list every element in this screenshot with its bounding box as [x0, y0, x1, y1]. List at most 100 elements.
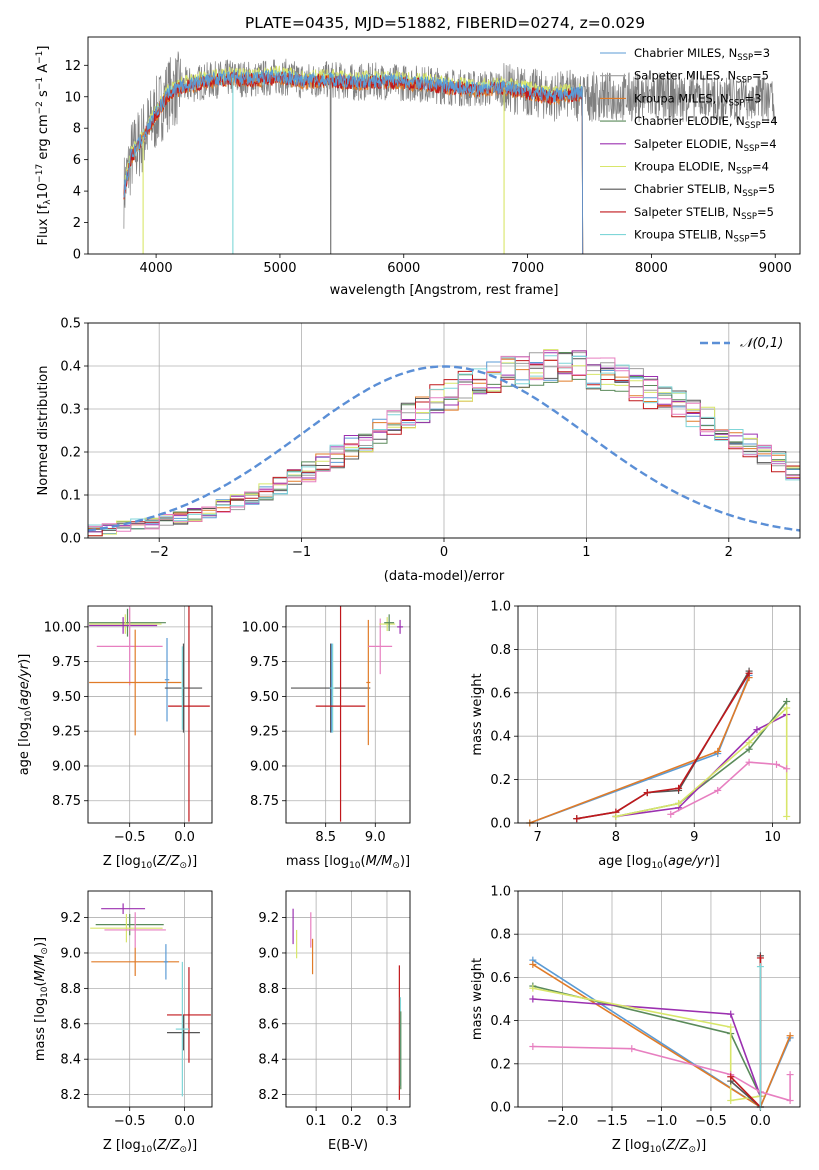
y-tick-label: 8.8	[258, 982, 279, 997]
legend-label: Salpeter ELODIE, NSSP=4	[634, 137, 777, 154]
x-tick-label: 0.3	[377, 1114, 398, 1129]
mass-weight-line	[532, 1045, 791, 1102]
axes-frame	[87, 890, 213, 1108]
x-tick-label: −1	[292, 545, 311, 560]
legend-label: Salpeter STELIB, NSSP=5	[634, 205, 774, 222]
y-tick-label: 0.4	[490, 730, 511, 745]
y-tick-label: 0.8	[490, 928, 511, 943]
y-tick-label: 9.25	[250, 725, 279, 740]
mass-vs-Z-axes: −0.5 0.0 8.2 8.4 8.6 8.8 9.0 9.2 Z [log10(Z/Z⊙)]…	[33, 890, 213, 1155]
y-tick-label: 9.00	[250, 759, 279, 774]
y-tick-label: 8.4	[258, 1053, 279, 1068]
x-tick-label: 10	[764, 830, 781, 845]
mass-weight-line	[529, 677, 750, 823]
x-tick-label: 0	[440, 545, 448, 560]
axes-frame	[87, 605, 213, 824]
y-tick-label: 0.0	[490, 817, 511, 832]
y-axis-label: mass weight	[470, 958, 485, 1040]
y-tick-label: 8.6	[258, 1017, 279, 1032]
spectrum-axes: 4000 5000 6000 7000 8000 9000 0 2 4 6 8 10 12 Chabrie…	[35, 36, 801, 298]
axes-frame	[285, 605, 411, 824]
mass-weight-line	[532, 963, 791, 1107]
y-tick-label: 9.75	[250, 655, 279, 670]
y-tick-label: 0.2	[490, 1057, 511, 1072]
x-tick-label: 9000	[759, 261, 792, 276]
x-tick-label: 1	[582, 545, 590, 560]
y-tick-label: 9.75	[52, 655, 81, 670]
axes-frame	[517, 605, 801, 824]
y-tick-label: 8.75	[52, 794, 81, 809]
y-tick-label: 8.4	[60, 1053, 81, 1068]
legend-label: Chabrier ELODIE, NSSP=4	[634, 114, 778, 131]
x-tick-label: 7	[533, 830, 541, 845]
axes-frame	[285, 890, 411, 1108]
y-tick-label: 0.1	[60, 489, 81, 504]
mass-weight-line	[529, 675, 750, 823]
x-tick-label: 5000	[263, 261, 296, 276]
mass-weight-line	[532, 985, 762, 1097]
spectrum-legend: Chabrier MILES, NSSP=3 Salpeter MILES, NS…	[600, 46, 778, 245]
y-tick-label: 6	[73, 153, 81, 168]
x-tick-label: −2.0	[547, 1114, 579, 1129]
axes-frame	[87, 36, 801, 255]
x-tick-label: −0.5	[114, 1114, 146, 1129]
mass-weight-line	[532, 987, 761, 1102]
x-tick-label: 6000	[387, 261, 420, 276]
x-axis-label: wavelength [Angstrom, rest frame]	[330, 283, 559, 298]
y-tick-label: 9.2	[258, 911, 279, 926]
y-tick-label: 0.5	[60, 317, 81, 332]
residual-histogram-line	[88, 355, 800, 530]
age-vs-mass-axes: 8.5 9.0 8.75 9.00 9.25 9.50 9.75 10.00 mass [log…	[242, 605, 411, 871]
y-tick-label: 0.0	[60, 532, 81, 547]
x-axis-label: Z [log10(Z/Z⊙)]	[103, 854, 197, 871]
mass-weight-vs-age-axes: 7 8 9 10 0.0 0.2 0.4 0.6 0.8 1.0 age [log10(age/yr…	[470, 600, 801, 871]
y-tick-label: 1.0	[490, 885, 511, 900]
x-tick-label: −0.5	[114, 830, 146, 845]
y-tick-label: 12	[64, 59, 81, 74]
x-axis-label: mass [log10(M/M⊙)]	[286, 854, 410, 871]
x-axis-label: (data-model)/error	[384, 569, 505, 584]
y-tick-label: 0.2	[490, 773, 511, 788]
mass-weight-vs-Z-axes: −2.0 −1.5 −1.0 −0.5 0.0 0.0 0.2 0.4 0.6 0.8 1.0 Z […	[470, 885, 801, 1155]
y-tick-label: 8	[73, 122, 81, 137]
mass-weight-line	[615, 713, 788, 818]
residuals-axes: −2 −1 0 1 2 0.0 0.1 0.2 0.3 0.4 0.5 𝒩(0,1) (data-mod…	[36, 317, 801, 584]
residual-histogram-line	[88, 350, 800, 532]
legend-label: Chabrier MILES, NSSP=3	[634, 46, 770, 63]
y-tick-label: 8.6	[60, 1017, 81, 1032]
y-tick-label: 0.6	[490, 971, 511, 986]
y-tick-label: 10.00	[242, 620, 279, 635]
y-tick-label: 8.75	[250, 794, 279, 809]
y-tick-label: 2	[73, 216, 81, 231]
mass-weight-line	[670, 761, 788, 816]
axes-frame	[87, 322, 801, 539]
data-spectrum-line	[123, 51, 776, 254]
y-axis-label: mass [log10(M/M⊙)]	[33, 937, 50, 1061]
y-tick-label: 10.00	[44, 620, 81, 635]
y-tick-label: 10	[64, 90, 81, 105]
x-tick-label: 9	[690, 830, 698, 845]
y-tick-label: 9.50	[52, 690, 81, 705]
x-tick-label: 0.0	[174, 1114, 195, 1129]
y-tick-label: 0.4	[490, 1014, 511, 1029]
y-axis-label: age [log10(age/yr)]	[17, 654, 34, 776]
x-tick-label: −0.5	[695, 1114, 727, 1129]
y-tick-label: 9.50	[250, 690, 279, 705]
y-tick-label: 0.2	[60, 446, 81, 461]
x-tick-label: 8000	[635, 261, 668, 276]
figure-title: PLATE=0435, MJD=51882, FIBERID=0274, z=0…	[245, 14, 645, 32]
y-tick-label: 0.6	[490, 686, 511, 701]
x-tick-label: 9.0	[365, 830, 386, 845]
legend-label: Salpeter MILES, NSSP=5	[634, 69, 769, 86]
x-tick-label: −2	[150, 545, 169, 560]
y-tick-label: 0.8	[490, 643, 511, 658]
x-tick-label: 0.0	[750, 1114, 771, 1129]
x-tick-label: 8	[612, 830, 620, 845]
x-tick-label: 0.1	[306, 1114, 327, 1129]
axes-frame	[517, 890, 801, 1108]
x-axis-label: Z [log10(Z/Z⊙)]	[612, 1138, 706, 1155]
legend-label: Kroupa STELIB, NSSP=5	[634, 228, 766, 245]
mass-weight-line	[615, 706, 788, 818]
y-tick-label: 9.25	[52, 725, 81, 740]
